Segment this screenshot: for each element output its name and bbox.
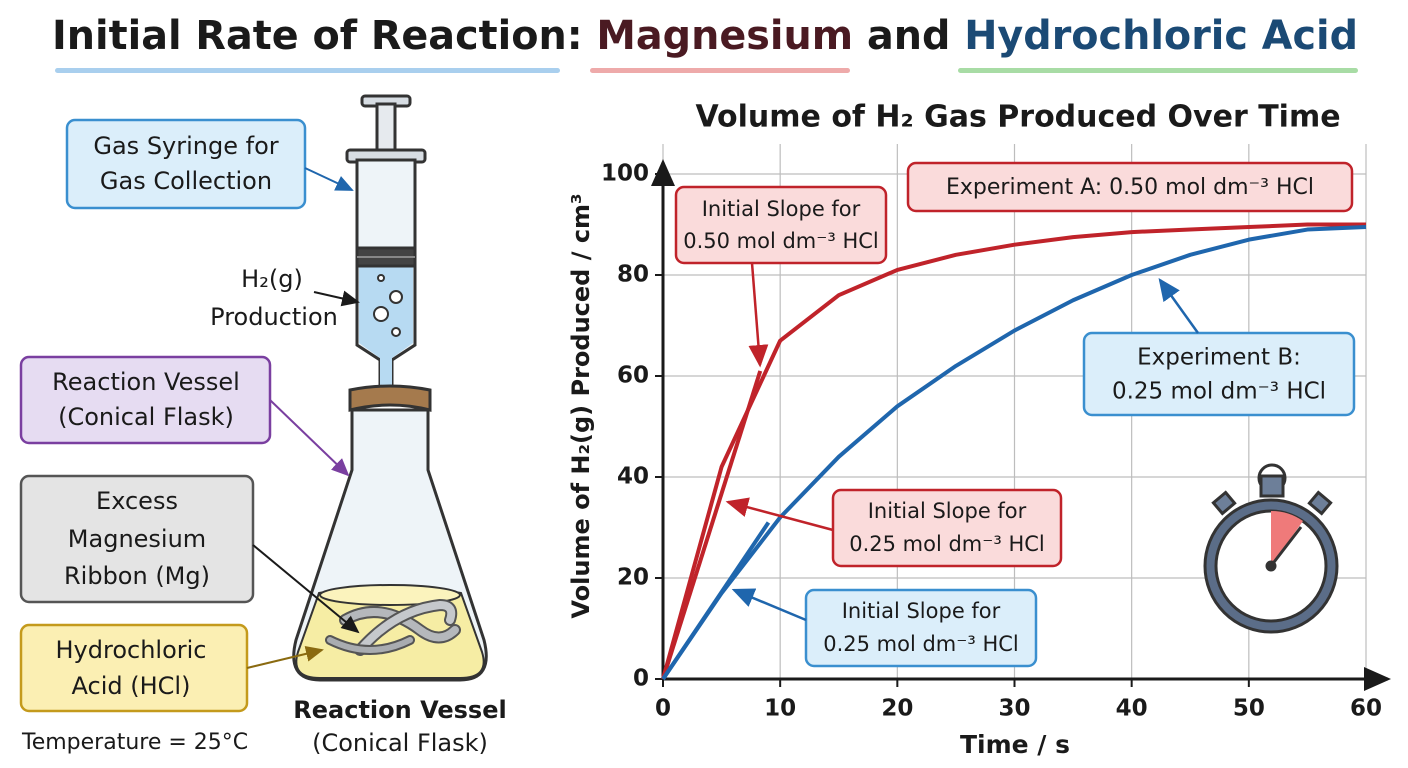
title-underline: [958, 68, 1358, 73]
y-tick-label: 100: [601, 161, 649, 187]
label-text: (Conical Flask): [58, 403, 234, 431]
y-tick-label: 0: [633, 666, 649, 692]
data-line: [661, 225, 1367, 681]
title-part: Initial Rate of Reaction:: [52, 13, 596, 59]
y-tick-label: 40: [617, 464, 649, 490]
x-tick-label: 30: [998, 696, 1030, 722]
stopwatch-icon: [1203, 463, 1339, 634]
annotation-text: Initial Slope for: [702, 197, 861, 221]
label-text: Hydrochloric: [56, 636, 207, 664]
annotation-text: Initial Slope for: [842, 599, 1001, 623]
tangent-line: [661, 370, 763, 680]
x-tick-label: 10: [764, 696, 796, 722]
label-text: Reaction Vessel: [52, 368, 240, 396]
annotation-text: 0.50 mol dm⁻³ HCl: [683, 229, 879, 253]
chart-title: Volume of H₂ Gas Produced Over Time: [695, 100, 1340, 135]
label-text: Production: [210, 303, 338, 331]
annotation-text: Initial Slope for: [868, 499, 1027, 523]
annotation-text: 0.25 mol dm⁻³ HCl: [849, 532, 1045, 556]
y-tick-label: 80: [617, 262, 649, 288]
x-tick-label: 50: [1233, 696, 1265, 722]
label-text: Excess: [96, 487, 178, 515]
title-underline: [590, 68, 850, 73]
legend-entry: Experiment A: 0.50 mol dm⁻³ HCl: [946, 175, 1314, 200]
tangent-line: [661, 521, 771, 681]
x-axis-label: Time / s: [960, 730, 1070, 759]
label-text: Gas Collection: [100, 167, 272, 195]
label-text: Magnesium: [68, 525, 206, 553]
temperature-text: Temperature = 25°C: [21, 730, 248, 755]
caption-text: (Conical Flask): [312, 729, 488, 757]
data-line: [661, 222, 1366, 680]
diagram-labels: Gas Syringe for Gas Collection H₂(g) Pro…: [19, 118, 507, 757]
label-text: H₂(g): [241, 265, 303, 293]
y-axis-label: Volume of H₂(g) Produced / cm³: [567, 193, 595, 618]
x-tick-label: 0: [655, 696, 671, 722]
chart-annotations: Experiment A: 0.50 mol dm⁻³ HCl Initial …: [674, 161, 1356, 668]
title-part: Hydrochloric Acid: [964, 13, 1358, 59]
x-tick-label: 60: [1350, 696, 1382, 722]
annotation-text: 0.25 mol dm⁻³ HCl: [823, 632, 1019, 656]
apparatus: [292, 94, 488, 682]
title-part: Magnesium: [596, 13, 853, 59]
page-title: Initial Rate of Reaction: Magnesium and …: [52, 13, 1358, 59]
x-tick-label: 40: [1116, 696, 1148, 722]
annotation-text: Experiment B:: [1137, 345, 1301, 371]
title-underline: [55, 68, 560, 73]
annotation-text: 0.25 mol dm⁻³ HCl: [1112, 379, 1326, 405]
x-tick-label: 20: [881, 696, 913, 722]
label-text: Ribbon (Mg): [64, 562, 210, 590]
y-tick-label: 60: [617, 363, 649, 389]
y-tick-label: 20: [617, 565, 649, 591]
caption-text: Reaction Vessel: [293, 696, 506, 724]
label-text: Acid (HCl): [72, 672, 191, 700]
title-part: and: [853, 13, 964, 59]
label-text: Gas Syringe for: [93, 132, 278, 160]
